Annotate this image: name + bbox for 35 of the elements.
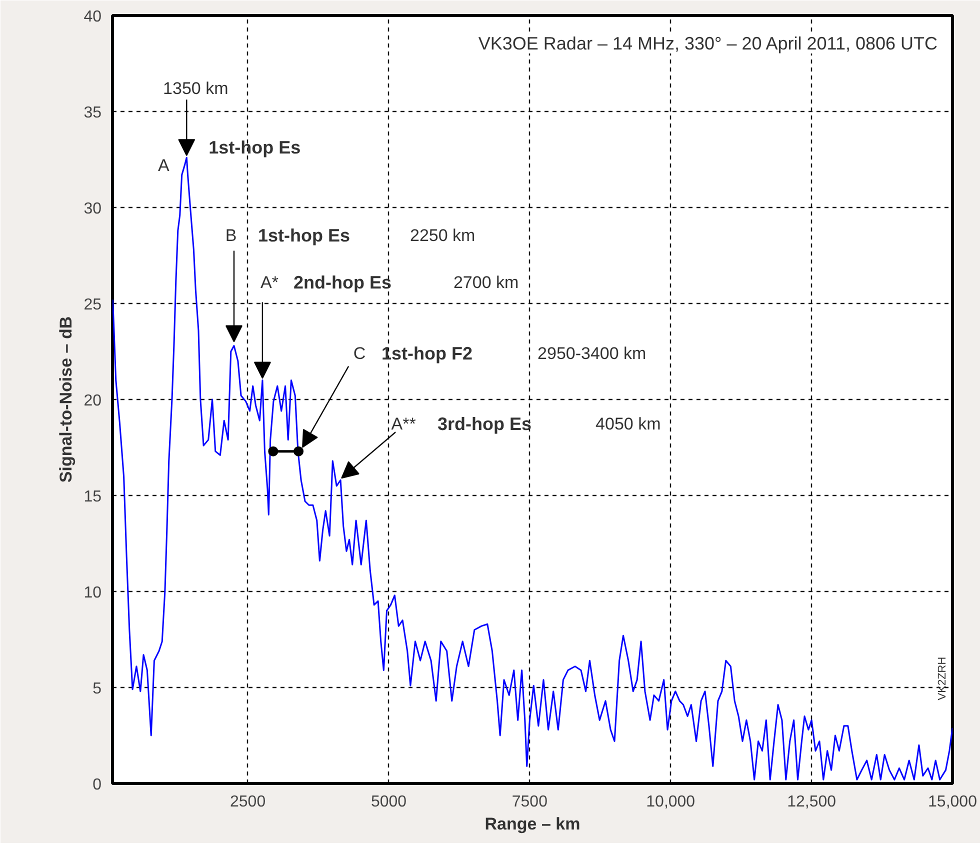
x-tick-label: 2500 <box>230 794 266 810</box>
annotation: B <box>225 226 237 246</box>
annotation: 2250 km <box>410 226 476 246</box>
annotation: A** <box>391 414 416 434</box>
annotation: A* <box>260 272 279 292</box>
y-axis-title: Signal-to-Noise – dB <box>56 316 76 483</box>
y-tick-label: 25 <box>84 296 102 314</box>
text: VK3OE Radar – 14 MHz, 330° – 20 April 2011, 0806 UTC <box>478 34 938 54</box>
y-tick-label: 30 <box>84 200 102 218</box>
x-tick-label: 10,000 <box>646 794 696 810</box>
line-series <box>112 156 952 780</box>
annotation: 2950-3400 km <box>538 344 646 363</box>
y-tick-label: 35 <box>84 104 102 122</box>
annotation: A <box>158 156 170 176</box>
annotation: 1350 km <box>163 79 228 98</box>
y-tick-label: 0 <box>92 776 102 794</box>
x-tick-label: 7500 <box>512 794 548 810</box>
annotation: 2700 km <box>453 272 519 292</box>
x-tick-label: 12,500 <box>787 794 836 810</box>
annotation: 4050 km <box>596 414 661 434</box>
y-tick-label: 5 <box>92 680 102 698</box>
y-tick-label: 20 <box>84 392 102 410</box>
x-tick-label: 5000 <box>370 794 407 810</box>
y-tick-label: 15 <box>84 488 102 506</box>
x-axis-title: Range – km <box>484 814 580 834</box>
annotation: 2nd-hop Es <box>293 272 392 292</box>
x-tick-label: 15,000 <box>928 794 978 810</box>
y-tick-label: 10 <box>84 584 102 602</box>
annotation: 3rd-hop Es <box>438 414 532 434</box>
y-tick-label: 40 <box>84 8 102 26</box>
annotation: 1st-hop Es <box>208 138 301 158</box>
annotation: 1st-hop F2 <box>382 343 473 364</box>
annotation: VK2ZRH <box>936 656 948 700</box>
annotation: 1st-hop Es <box>258 226 350 246</box>
annotation: C <box>353 344 366 363</box>
